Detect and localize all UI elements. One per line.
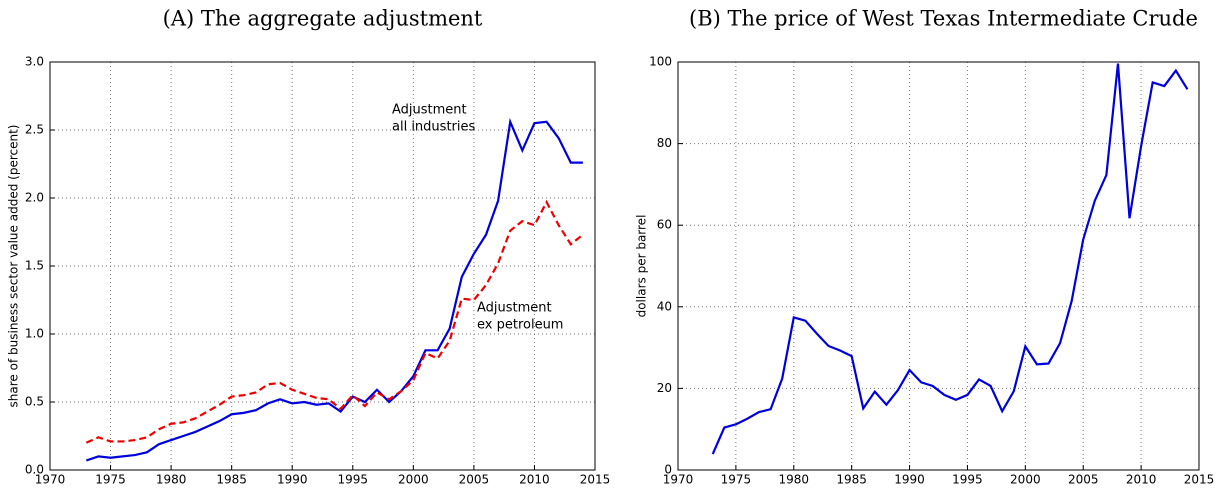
- series-line: [85, 117, 583, 462]
- y-tick-label: 60: [657, 218, 672, 232]
- x-tick-label: 1995: [338, 473, 369, 487]
- x-tick-label: 2000: [1010, 473, 1041, 487]
- y-tick-label: 80: [657, 136, 672, 150]
- annotation: Adjustment: [392, 103, 467, 118]
- x-tick-label: 2005: [459, 473, 490, 487]
- x-tick-label: 1970: [35, 473, 66, 487]
- y-axis-label: share of business sector value added (pe…: [7, 125, 21, 408]
- y-tick-label: 2.5: [25, 123, 44, 137]
- y-tick-label: 1.5: [25, 259, 44, 273]
- x-tick-label: 1990: [894, 473, 925, 487]
- plot-frame: [49, 61, 596, 471]
- x-tick-label: 1975: [95, 473, 126, 487]
- x-tick-label: 2010: [519, 473, 550, 487]
- series-line: [711, 63, 1189, 455]
- x-tick-label: 2005: [1068, 473, 1099, 487]
- y-tick-label: 0.0: [25, 463, 44, 477]
- x-tick-label: 1970: [663, 473, 694, 487]
- x-tick-label: 1980: [156, 473, 187, 487]
- x-tick-label: 2015: [580, 473, 611, 487]
- y-tick-label: 2.0: [25, 191, 44, 205]
- x-tick-label: 2010: [1126, 473, 1157, 487]
- chart-title: (B) The price of West Texas Intermediate…: [689, 7, 1198, 31]
- y-tick-label: 0.5: [25, 395, 44, 409]
- y-tick-label: 100: [649, 55, 672, 69]
- x-tick-label: 1990: [277, 473, 308, 487]
- chart-title: (A) The aggregate adjustment: [163, 7, 483, 31]
- annotation: all industries: [392, 120, 475, 135]
- x-tick-label: 1985: [216, 473, 247, 487]
- y-axis-label: dollars per barrel: [635, 215, 649, 318]
- plot-frame: [677, 61, 1200, 471]
- y-tick-label: 0: [664, 463, 672, 477]
- x-tick-label: 2015: [1184, 473, 1215, 487]
- annotation: Adjustment: [477, 301, 552, 316]
- x-tick-label: 1985: [836, 473, 867, 487]
- y-tick-label: 40: [657, 299, 672, 313]
- x-tick-label: 1975: [721, 473, 752, 487]
- y-tick-label: 20: [657, 381, 672, 395]
- y-tick-label: 1.0: [25, 327, 44, 341]
- x-tick-label: 1980: [779, 473, 810, 487]
- x-tick-label: 1995: [952, 473, 983, 487]
- annotation: ex petroleum: [477, 318, 563, 333]
- x-tick-label: 2000: [398, 473, 429, 487]
- y-tick-label: 3.0: [25, 55, 44, 69]
- series-line: [85, 199, 584, 444]
